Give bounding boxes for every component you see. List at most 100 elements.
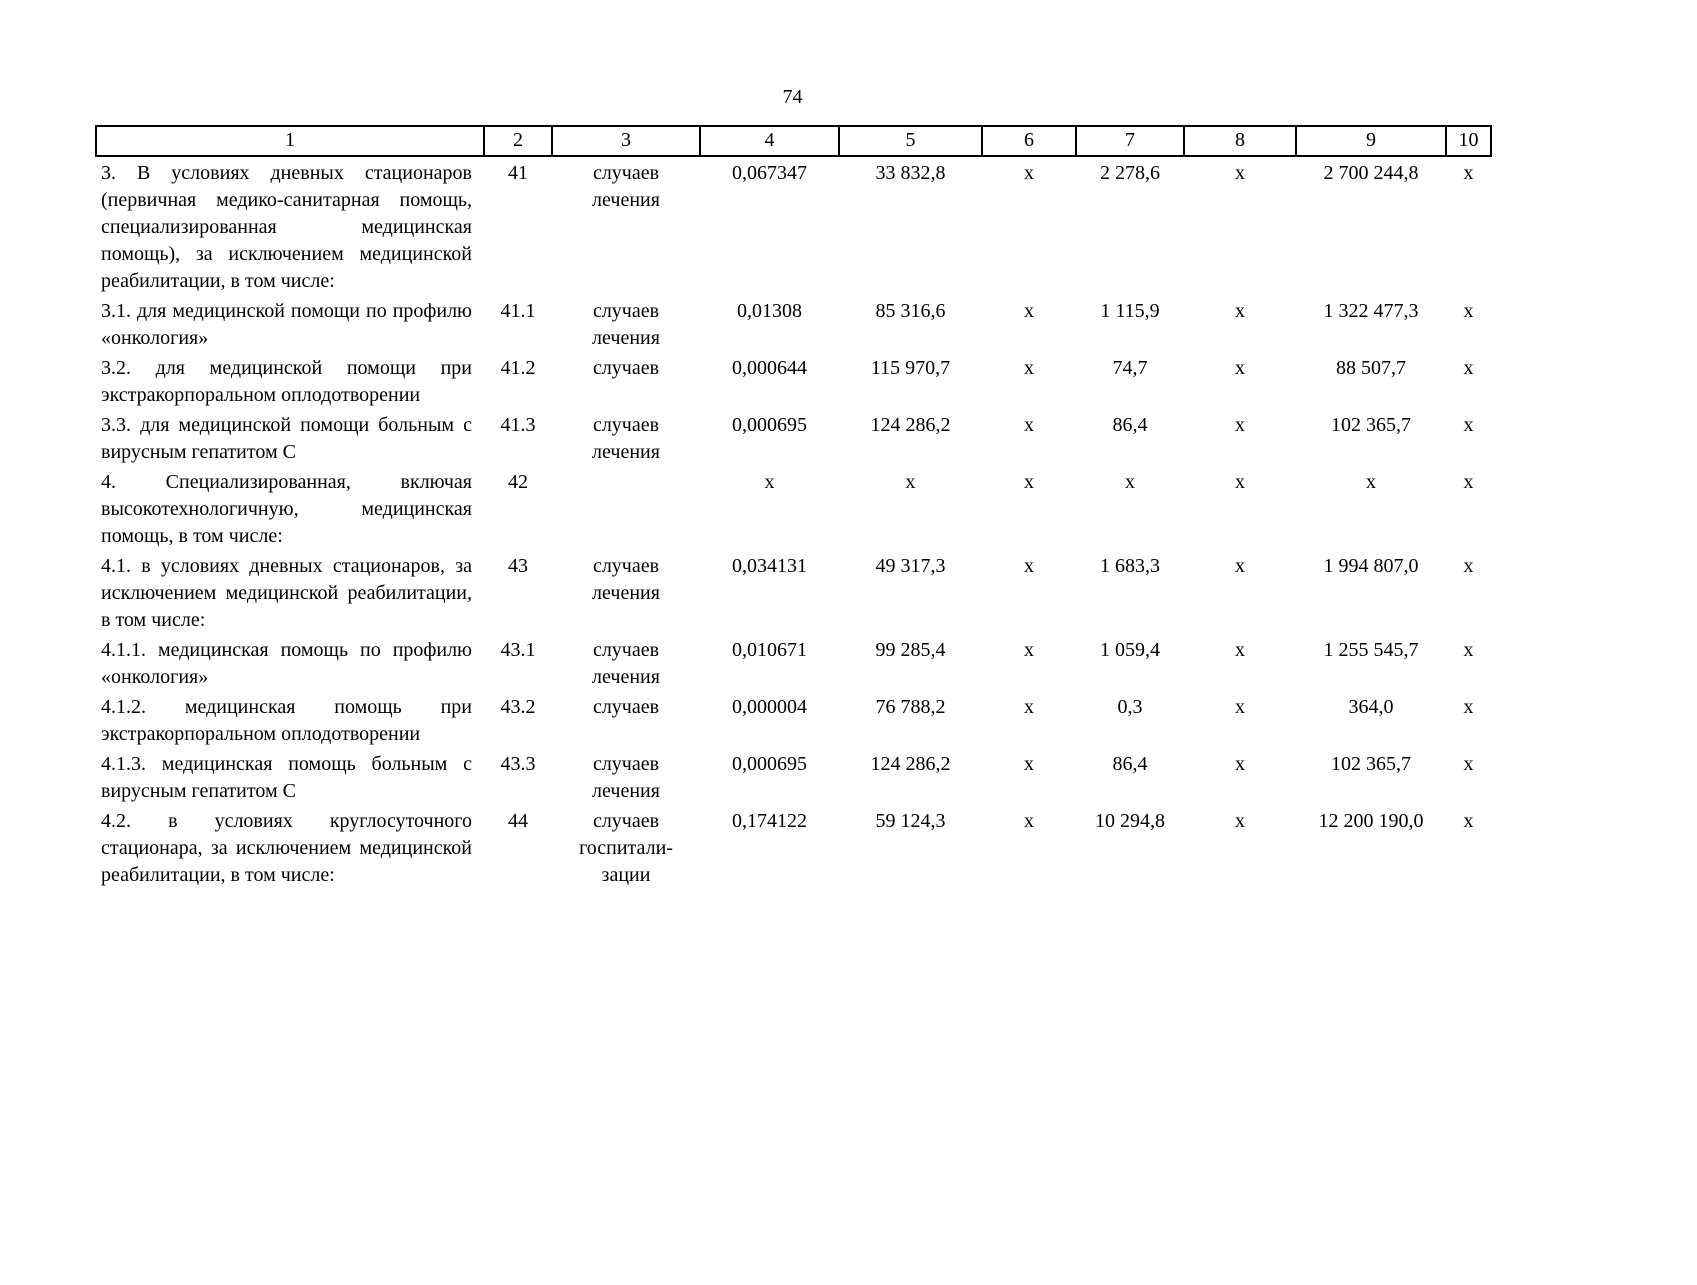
column-number-header: 1 [95, 125, 484, 157]
page-number: 74 [782, 86, 803, 108]
value-col-5-cell: 33 832,8 [875, 162, 946, 184]
table-row: 4.1.2. медицинская помощь при экстракорп… [96, 691, 1491, 748]
value-col-7-cell: 86,4 [1112, 753, 1148, 775]
value-col-8-cell: х [1235, 357, 1245, 379]
value-col-6-cell: х [1024, 414, 1034, 436]
unit-cell: случаев лечения [592, 414, 660, 463]
line-number-cell: 43.1 [500, 639, 536, 661]
value-col-9-cell: 1 322 477,3 [1323, 300, 1419, 322]
indicator-name-cell: 3.1. для медицинской помощи по профилю «… [101, 300, 472, 349]
value-col-9-cell: 102 365,7 [1331, 414, 1411, 436]
indicator-name-cell: 4.1.3. медицинская помощь больным с виру… [101, 753, 472, 802]
table-row: 3.1. для медицинской помощи по профилю «… [96, 295, 1491, 352]
unit-cell: случаев лечения [592, 753, 660, 802]
indicator-name-cell: 4.1.1. медицинская помощь по профилю «он… [101, 639, 472, 688]
column-number-header: 7 [1075, 125, 1184, 157]
table-row: 4.1.3. медицинская помощь больным с виру… [96, 748, 1491, 805]
value-col-4-cell: 0,174122 [732, 810, 807, 832]
value-col-4-cell: 0,000695 [732, 414, 807, 436]
value-col-8-cell: х [1235, 753, 1245, 775]
value-col-8-cell: х [1235, 414, 1245, 436]
document-page: { "page": { "number": "74" }, "table": {… [0, 85, 1697, 1285]
line-number-cell: 41.1 [500, 300, 536, 322]
value-col-6-cell: х [1024, 639, 1034, 661]
unit-cell: случаев лечения [592, 639, 660, 688]
value-col-10-cell: х [1463, 696, 1474, 718]
value-col-7-cell: 10 294,8 [1095, 810, 1165, 832]
value-col-10-cell: х [1463, 639, 1474, 661]
table-row: 3. В условиях дневных стационаров (перви… [96, 156, 1491, 295]
value-col-5-cell: 49 317,3 [875, 555, 946, 577]
unit-cell [552, 466, 700, 550]
indicator-name-cell: 3.3. для медицинской помощи больным с ви… [101, 414, 472, 463]
line-number-cell: 43.2 [500, 696, 536, 718]
table-body: 3. В условиях дневных стационаров (перви… [96, 156, 1491, 889]
value-col-6-cell: х [1024, 753, 1034, 775]
value-col-10-cell: х [1463, 357, 1474, 379]
table-row: 4.1.1. медицинская помощь по профилю «он… [96, 634, 1491, 691]
table-row: 3.2. для медицинской помощи при экстрако… [96, 352, 1491, 409]
value-col-4-cell: 0,01308 [737, 300, 802, 322]
value-col-4-cell: х [764, 471, 775, 493]
value-col-10-cell: х [1463, 555, 1474, 577]
value-col-10-cell: х [1463, 414, 1474, 436]
value-col-5-cell: 124 286,2 [870, 414, 951, 436]
value-col-5-cell: 59 124,3 [875, 810, 946, 832]
value-col-9-cell: 88 507,7 [1336, 357, 1406, 379]
indicator-name-cell: 4. Специализированная, включая высокотех… [101, 471, 472, 547]
column-number-header: 10 [1445, 125, 1492, 157]
indicator-name-cell: 3. В условиях дневных стационаров (перви… [101, 162, 472, 292]
value-col-4-cell: 0,000644 [732, 357, 807, 379]
value-col-5-cell: х [905, 471, 916, 493]
value-col-4-cell: 0,000004 [732, 696, 807, 718]
unit-cell: случаев госпитали- зации [579, 810, 673, 886]
value-col-5-cell: 124 286,2 [870, 753, 951, 775]
value-col-9-cell: 102 365,7 [1331, 753, 1411, 775]
unit-cell: случаев [592, 357, 660, 379]
value-col-10-cell: х [1463, 471, 1474, 493]
value-col-7-cell: 86,4 [1112, 414, 1148, 436]
value-col-10-cell: х [1463, 300, 1474, 322]
tariff-table: 1 2 3 4 5 6 7 8 9 10 3. В условиях дневных стацио… [95, 125, 1492, 889]
unit-cell: случаев лечения [592, 300, 660, 349]
line-number-cell: 43.3 [500, 753, 536, 775]
unit-cell: случаев [592, 696, 660, 718]
value-col-4-cell: 0,000695 [732, 753, 807, 775]
table-header-row: 1 2 3 4 5 6 7 8 9 10 [95, 125, 1492, 157]
value-col-5-cell: 99 285,4 [875, 639, 946, 661]
column-number-header: 4 [699, 125, 839, 157]
line-number-cell: 41.2 [500, 357, 536, 379]
value-col-8-cell: х [1235, 810, 1245, 832]
table-row: 3.3. для медицинской помощи больным с ви… [96, 409, 1491, 466]
value-col-6-cell: х [1024, 810, 1034, 832]
value-col-9-cell: 12 200 190,0 [1318, 810, 1424, 832]
value-col-8-cell: х [1235, 471, 1245, 493]
line-number-cell: 41 [508, 162, 528, 184]
table-row: 4. Специализированная, включая высокотех… [96, 466, 1491, 550]
value-col-4-cell: 0,034131 [732, 555, 807, 577]
column-number-header: 5 [838, 125, 982, 157]
value-col-8-cell: х [1235, 639, 1245, 661]
line-number-cell: 43 [508, 555, 528, 577]
indicator-name-cell: 4.1. в условиях дневных стационаров, за … [101, 555, 472, 631]
value-col-5-cell: 76 788,2 [875, 696, 946, 718]
value-col-6-cell: х [1024, 357, 1034, 379]
line-number-cell: 41.3 [500, 414, 536, 436]
column-number-header: 9 [1295, 125, 1446, 157]
table-row: 4.2. в условиях круглосуточного стациона… [96, 805, 1491, 889]
column-number-header: 3 [551, 125, 700, 157]
value-col-6-cell: х [1024, 555, 1034, 577]
line-number-cell: 44 [508, 810, 528, 832]
value-col-8-cell: х [1235, 555, 1245, 577]
value-col-10-cell: х [1463, 162, 1474, 184]
unit-cell: случаев лечения [592, 555, 660, 604]
value-col-7-cell: 74,7 [1112, 357, 1148, 379]
value-col-9-cell: 1 255 545,7 [1323, 639, 1419, 661]
value-col-9-cell: х [1366, 471, 1376, 493]
value-col-5-cell: 115 970,7 [870, 357, 951, 379]
value-col-6-cell: х [1024, 471, 1034, 493]
value-col-6-cell: х [1024, 696, 1034, 718]
value-col-4-cell: 0,067347 [732, 162, 807, 184]
value-col-7-cell: 1 683,3 [1100, 555, 1160, 577]
value-col-9-cell: 364,0 [1348, 696, 1394, 718]
